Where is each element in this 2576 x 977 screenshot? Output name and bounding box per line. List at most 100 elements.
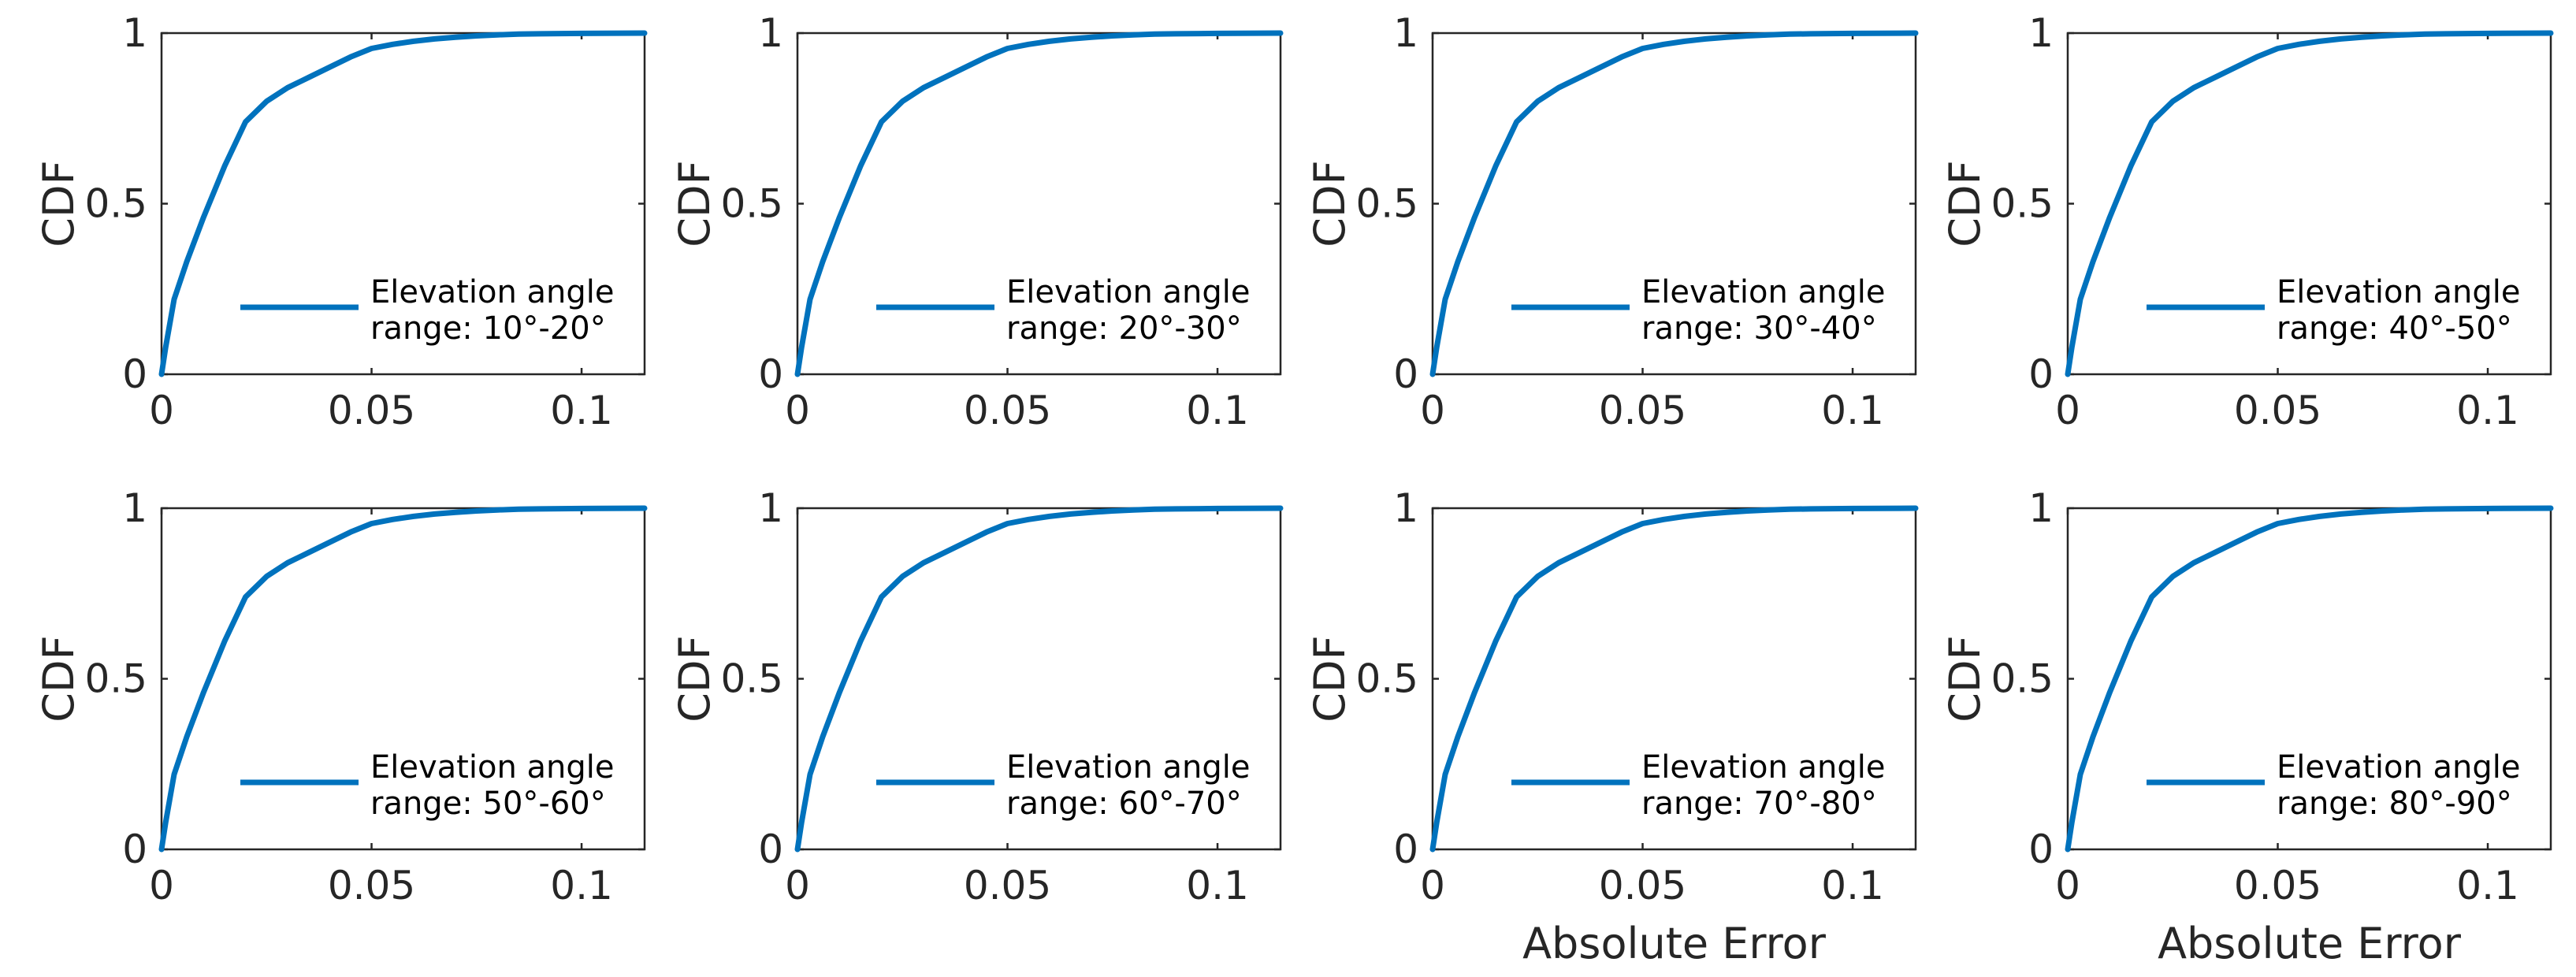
x-tick-label: 0.05 [328,863,415,908]
legend-label-line-2: range: 60°-70° [1006,786,1242,822]
y-axis-label: CDF [1305,160,1355,247]
cdf-series-line [2065,30,2554,377]
x-tick-label: 0 [2055,863,2080,908]
plot-area [2066,32,2552,376]
cdf-series-line [158,30,648,377]
y-tick-label: 0.5 [1355,181,1418,227]
y-tick-label: 0.5 [720,181,783,227]
y-axis-label: CDF [34,160,84,247]
legend-label-line-2: range: 10°-20° [370,310,606,347]
x-tick-label: 0 [149,388,174,433]
x-tick-label: 0.1 [1821,863,1884,908]
x-tick-label: 0 [785,388,810,433]
cdf-panel-8: 0 0.05 0.1 0 0.5 1 CDF Absolute Error Elevation … [1940,485,2554,968]
x-tick-label: 0.05 [2234,388,2321,433]
y-tick-label: 0.5 [720,656,783,702]
legend-label-line-1: Elevation angle [2277,749,2521,786]
x-tick-label: 0 [785,863,810,908]
x-tick-label: 0.1 [2456,863,2519,908]
y-tick-label: 0 [122,827,147,872]
x-axis-label: Absolute Error [1522,919,1827,968]
cdf-series-line [794,30,1284,377]
y-tick-label: 0.5 [1991,181,2054,227]
y-axis-label: CDF [34,635,84,722]
x-tick-label: 0.1 [2456,388,2519,433]
legend-label-line-1: Elevation angle [1006,274,1251,310]
cdf-series-line [794,505,1284,853]
y-axis-label: CDF [670,635,719,722]
cdf-series-line [158,505,648,853]
y-tick-label: 0 [2028,827,2054,872]
plot-area [1431,507,1917,851]
y-axis-label: CDF [1940,160,1990,247]
plot-area [160,32,646,376]
x-tick-label: 0.05 [1599,863,1686,908]
y-tick-label: 0 [2028,351,2054,397]
plot-area [2066,507,2552,851]
x-axis-label: Absolute Error [2158,919,2462,968]
legend-label-line-1: Elevation angle [1641,274,1886,310]
legend-label-line-2: range: 80°-90° [2277,786,2512,822]
y-axis-label: CDF [1940,635,1990,722]
legend-label-line-2: range: 30°-40° [1641,310,1877,347]
legend-label-line-1: Elevation angle [1006,749,1251,786]
y-tick-label: 1 [758,485,783,531]
y-tick-label: 0 [122,351,147,397]
y-tick-label: 1 [758,10,783,56]
plot-area [1431,32,1917,376]
x-tick-label: 0.05 [964,388,1051,433]
cdf-panel-7: 0 0.05 0.1 0 0.5 1 CDF Absolute Error Elevation … [1305,485,1919,968]
x-tick-label: 0 [1420,388,1445,433]
legend-label-line-1: Elevation angle [1641,749,1886,786]
y-tick-label: 0.5 [1991,656,2054,702]
y-tick-label: 0 [1393,351,1418,397]
y-tick-label: 1 [1393,10,1418,56]
y-tick-label: 0 [1393,827,1418,872]
plot-area [796,32,1282,376]
x-tick-label: 0 [2055,388,2080,433]
y-tick-label: 1 [1393,485,1418,531]
plot-area [160,507,646,851]
y-tick-label: 1 [2028,485,2054,531]
legend-label-line-1: Elevation angle [370,749,615,786]
y-tick-label: 1 [2028,10,2054,56]
x-tick-label: 0 [1420,863,1445,908]
x-tick-label: 0.1 [1821,388,1884,433]
legend-label-line-2: range: 40°-50° [2277,310,2512,347]
legend-label-line-2: range: 50°-60° [370,786,606,822]
x-tick-label: 0 [149,863,174,908]
x-tick-label: 0.1 [1186,863,1249,908]
plot-area [796,507,1282,851]
x-tick-label: 0.05 [328,388,415,433]
y-tick-label: 0.5 [84,181,147,227]
cdf-series-line [1429,505,1919,853]
legend-label-line-1: Elevation angle [2277,274,2521,310]
x-tick-label: 0.1 [550,863,613,908]
y-tick-label: 0.5 [84,656,147,702]
legend-label-line-1: Elevation angle [370,274,615,310]
y-tick-label: 0 [758,351,783,397]
cdf-series-line [2065,505,2554,853]
y-tick-label: 0 [758,827,783,872]
y-tick-label: 1 [122,485,147,531]
x-tick-label: 0.1 [550,388,613,433]
legend-label-line-2: range: 20°-30° [1006,310,1242,347]
x-tick-label: 0.05 [1599,388,1686,433]
x-tick-label: 0.1 [1186,388,1249,433]
y-tick-label: 1 [122,10,147,56]
legend-label-line-2: range: 70°-80° [1641,786,1877,822]
y-axis-label: CDF [670,160,719,247]
